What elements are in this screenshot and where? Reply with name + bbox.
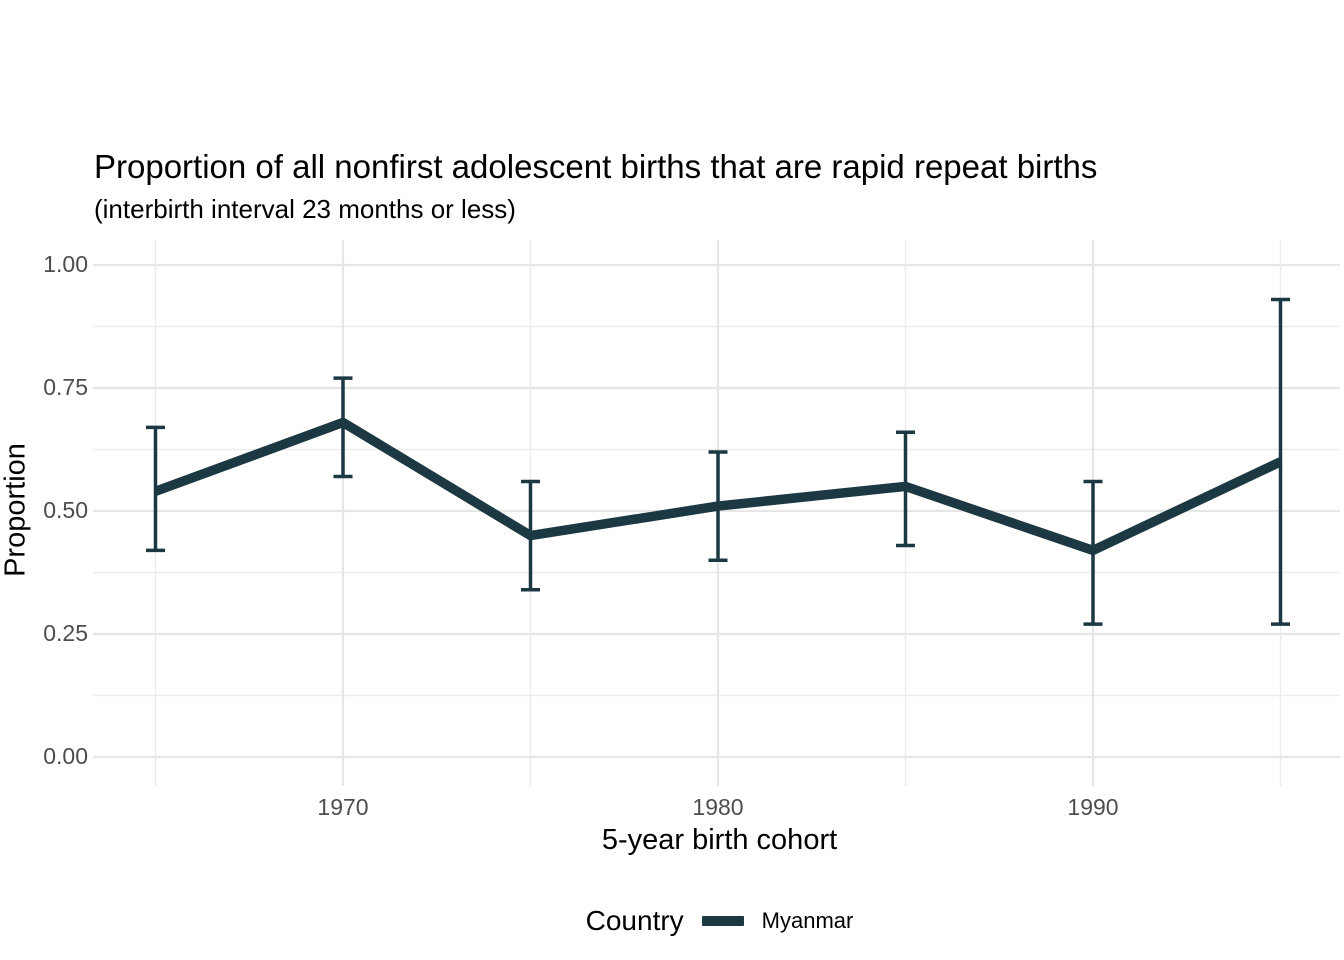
x-axis-tick-label: 1970 (317, 794, 369, 820)
y-axis-tick-label: 0.75 (43, 374, 88, 400)
y-axis-tick-label: 0.25 (43, 620, 88, 646)
x-axis-tick-label: 1990 (1067, 794, 1119, 820)
y-axis-tick-label: 0.00 (43, 743, 88, 769)
chart-subtitle: (interbirth interval 23 months or less) (94, 194, 516, 224)
legend-key-line (701, 916, 744, 926)
legend-label-myanmar: Myanmar (761, 908, 854, 933)
x-axis-tick-label: 1980 (692, 794, 744, 820)
chart-title: Proportion of all nonfirst adolescent bi… (94, 148, 1098, 185)
y-axis-tick-label: 1.00 (43, 251, 88, 277)
legend: Country Myanmar (99, 901, 1340, 941)
series-line-myanmar (153, 417, 1283, 556)
y-axis-title: Proportion (0, 443, 32, 577)
y-axis-tick-label: 0.50 (43, 497, 88, 523)
legend-title: Country (585, 905, 684, 936)
x-axis-title: 5-year birth cohort (601, 824, 838, 856)
